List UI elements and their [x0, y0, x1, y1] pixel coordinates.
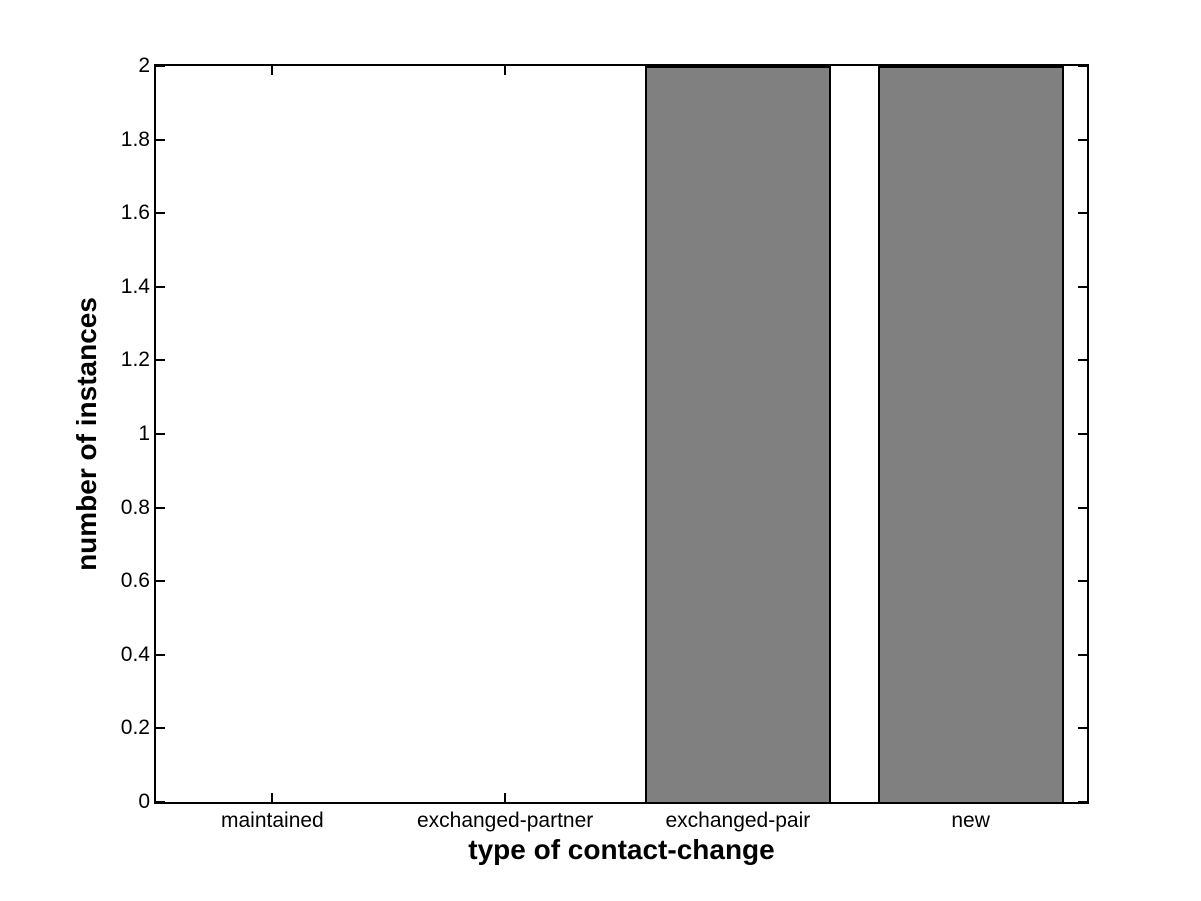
y-tick-label: 1.4 [120, 274, 150, 298]
y-tick-left [156, 359, 165, 362]
y-tick-label: 0.4 [120, 642, 150, 666]
plot-area [154, 64, 1089, 804]
bar-exchanged-pair [644, 66, 831, 802]
x-tick-label: exchanged-pair [665, 809, 811, 832]
y-tick-left [156, 65, 165, 67]
y-tick-label: 0.2 [120, 716, 150, 740]
y-tick-right [1078, 65, 1087, 67]
y-tick-right [1078, 433, 1087, 435]
y-tick-left [156, 285, 165, 288]
x-tick-top [271, 66, 274, 75]
y-tick-label: 0.8 [120, 495, 150, 519]
y-tick-label: 1.6 [120, 201, 150, 225]
y-tick-label: 2 [138, 54, 150, 77]
y-tick-left [156, 212, 165, 215]
y-tick-left [156, 506, 165, 509]
y-tick-left [156, 801, 165, 803]
y-tick-right [1078, 212, 1087, 215]
x-tick-label: exchanged-partner [416, 809, 594, 832]
y-tick-left [156, 727, 165, 730]
y-tick-right [1078, 653, 1087, 656]
y-tick-right [1078, 285, 1087, 288]
x-tick-top [504, 66, 507, 75]
y-tick-label: 1.2 [120, 348, 150, 372]
y-tick-label: 0 [138, 790, 150, 813]
y-tick-right [1078, 138, 1087, 141]
y-tick-left [156, 138, 165, 141]
x-tick-bottom [271, 793, 274, 802]
y-tick-label: 1 [138, 422, 150, 445]
y-tick-left [156, 433, 165, 435]
x-tick-bottom [504, 793, 507, 802]
y-tick-right [1078, 801, 1087, 803]
y-tick-right [1078, 580, 1087, 583]
x-tick-label: new [951, 809, 990, 832]
y-tick-right [1078, 506, 1087, 509]
y-tick-label: 0.6 [120, 569, 150, 593]
y-tick-left [156, 653, 165, 656]
x-axis-label: type of contact-change [468, 834, 775, 865]
y-tick-right [1078, 359, 1087, 362]
bar-new [877, 66, 1064, 802]
y-tick-label: 1.8 [120, 127, 150, 151]
y-tick-right [1078, 727, 1087, 730]
y-tick-left [156, 580, 165, 583]
x-tick-label: maintained [221, 809, 324, 832]
